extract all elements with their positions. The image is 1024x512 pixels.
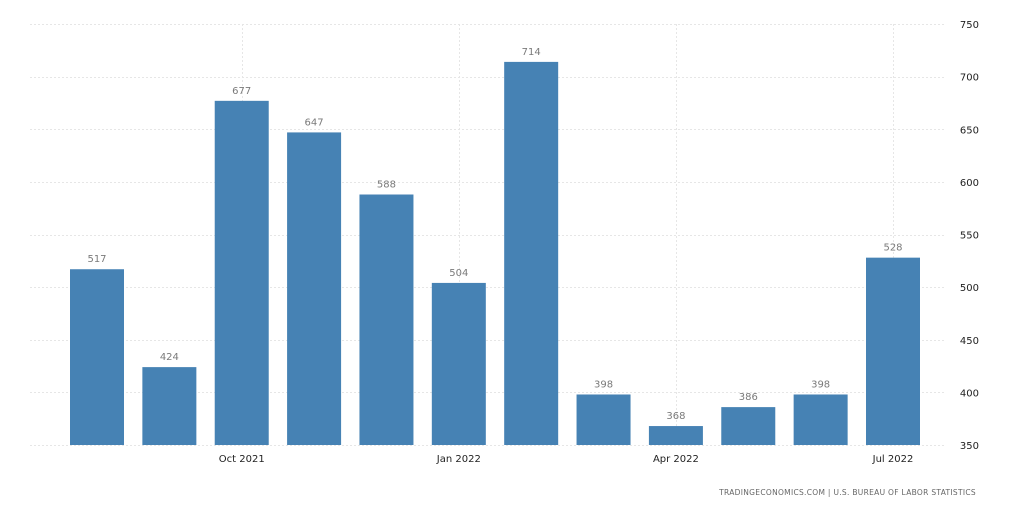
bar-value-label: 368 xyxy=(666,411,685,422)
x-tick-label: Jul 2022 xyxy=(872,454,914,465)
bar-value-label: 647 xyxy=(305,117,324,128)
x-tick-label: Oct 2021 xyxy=(219,454,265,465)
bars xyxy=(70,61,920,446)
bar-value-label: 517 xyxy=(87,254,106,265)
bar-value-label: 386 xyxy=(739,392,758,403)
bar-value-label: 714 xyxy=(522,47,541,58)
bar[interactable] xyxy=(793,394,848,445)
bar[interactable] xyxy=(214,100,269,446)
bar[interactable] xyxy=(866,257,920,445)
bar-value-label: 528 xyxy=(883,243,902,254)
bar-value-label: 677 xyxy=(232,86,251,97)
bar[interactable] xyxy=(287,132,342,445)
bar[interactable] xyxy=(142,367,197,445)
y-tick-label: 700 xyxy=(960,73,979,84)
x-axis: Oct 2021 Jan 2022 Apr 2022 Jul 2022 xyxy=(219,454,914,465)
y-tick-label: 750 xyxy=(960,20,979,31)
bar-value-label: 588 xyxy=(377,180,396,191)
y-axis: 350 400 450 500 550 600 650 700 750 xyxy=(960,20,979,452)
bar-value-label: 424 xyxy=(160,352,179,363)
x-tick-label: Apr 2022 xyxy=(653,454,699,465)
y-tick-label: 650 xyxy=(960,125,979,136)
bar[interactable] xyxy=(504,61,559,445)
bar[interactable] xyxy=(431,282,486,445)
data-labels: 517 424 677 647 588 504 714 398 368 386 398 528 xyxy=(87,47,902,422)
y-tick-label: 600 xyxy=(960,178,979,189)
bar[interactable] xyxy=(359,194,414,445)
y-tick-label: 450 xyxy=(960,336,979,347)
bar[interactable] xyxy=(70,269,124,445)
y-tick-label: 500 xyxy=(960,283,979,294)
y-tick-label: 550 xyxy=(960,231,979,242)
bar[interactable] xyxy=(721,407,776,445)
bar-value-label: 398 xyxy=(594,379,613,390)
bar[interactable] xyxy=(576,394,631,445)
y-tick-label: 350 xyxy=(960,441,979,452)
bar[interactable] xyxy=(648,426,703,445)
x-tick-label: Jan 2022 xyxy=(436,454,481,465)
source-credit: TRADINGECONOMICS.COM | U.S. BUREAU OF LA… xyxy=(719,488,976,497)
bar-value-label: 504 xyxy=(449,268,468,279)
y-tick-label: 400 xyxy=(960,388,979,399)
bar-value-label: 398 xyxy=(811,379,830,390)
